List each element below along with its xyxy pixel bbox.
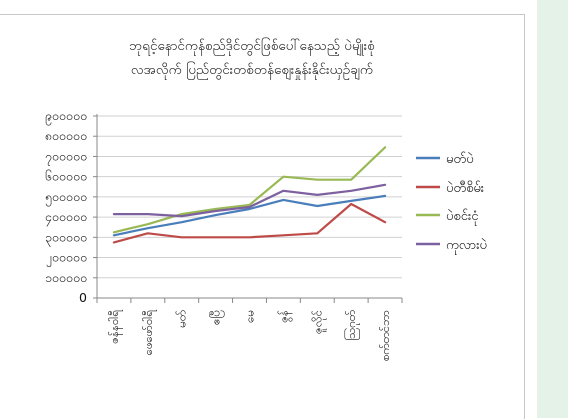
series-line [112, 146, 387, 234]
x-tick-label: စက်တင်ဘာ [378, 310, 392, 361]
y-tick-label: ၅၀၀၀၀၀ [45, 189, 87, 207]
chart-title-line-2: လအလိုက် ပြည်တွင်းတစ်တန်ဈေးနှုန်းနိုင်းယှ… [131, 61, 374, 80]
side-panel [537, 0, 568, 418]
legend-label: ပဲစင်းငုံ [446, 208, 479, 226]
x-tick-label: မတ် [175, 310, 189, 328]
legend-label: ပဲတီစိမ်း [446, 180, 484, 196]
x-tick-label: ဩဂုတ် [344, 310, 360, 341]
y-axis-tick-labels: ၉၀၀၀၀၀၈၀၀၀၀၀၇၀၀၀၀၀၆၀၀၀၀၀၅၀၀၀၀၀၄၀၀၀၀၀၃၀၀၀… [45, 108, 87, 305]
y-tick-label: 0 [79, 290, 87, 305]
y-tick-label: ၄၀၀၀၀၀ [45, 209, 87, 227]
y-tick-label: ၇၀၀၀၀၀ [45, 148, 87, 166]
y-tick-label: ၆၀၀၀၀၀ [45, 169, 87, 184]
legend: မတ်ပဲပဲတီစိမ်းပဲစင်းငုံကုလားပဲ [416, 151, 487, 255]
x-tick-label: ဇွန် [276, 310, 292, 323]
series-line [112, 183, 387, 218]
y-tick-label: ၉၀၀၀၀၀ [45, 108, 87, 126]
y-tick-label: ၂၀၀၀၀၀ [46, 250, 87, 268]
y-tick-label: ၈၀၀၀၀၀ [45, 128, 87, 143]
legend-label: ကုလားပဲ [446, 238, 487, 255]
series-line [112, 194, 387, 237]
series-lines [112, 146, 387, 244]
chart-title: ဘုရင့်နောင်ကုန်စည်ဒိုင်တွင်ဖြစ်ပေါ်နေသည့… [129, 37, 375, 80]
line-chart: ဘုရင့်နောင်ကုန်စည်ဒိုင်တွင်ဖြစ်ပေါ်နေသည့… [45, 37, 487, 362]
chart-frame: ဘုရင့်နောင်ကုန်စည်ဒိုင်တွင်ဖြစ်ပေါ်နေသည့… [0, 14, 525, 419]
legend-label: မတ်ပဲ [446, 151, 474, 167]
x-tick-label: ဇန်နဝါရီ [107, 310, 123, 344]
x-tick-label: မေ [243, 310, 257, 323]
x-tick-label: ဧပြီ [209, 310, 225, 325]
axes [93, 114, 403, 303]
chart-title-line-1: ဘုရင့်နောင်ကုန်စည်ဒိုင်တွင်ဖြစ်ပေါ်နေသည့… [129, 37, 375, 56]
gridlines [97, 115, 402, 279]
x-axis-tick-labels: ဇန်နဝါရီ ဖေဖော်ဝါရီ မတ် ဧပြီ မေ ဇွန် ဇူလိုင် ဩဂ… [107, 310, 392, 362]
x-tick-label: ဖေဖော်ဝါရီ [141, 310, 157, 356]
x-tick-label: ဇူလိုင် [310, 310, 326, 334]
y-tick-label: ၃၀၀၀၀၀ [45, 229, 87, 247]
series-line [112, 202, 387, 244]
y-tick-label: ၁၀၀၀၀၀ [45, 270, 87, 285]
